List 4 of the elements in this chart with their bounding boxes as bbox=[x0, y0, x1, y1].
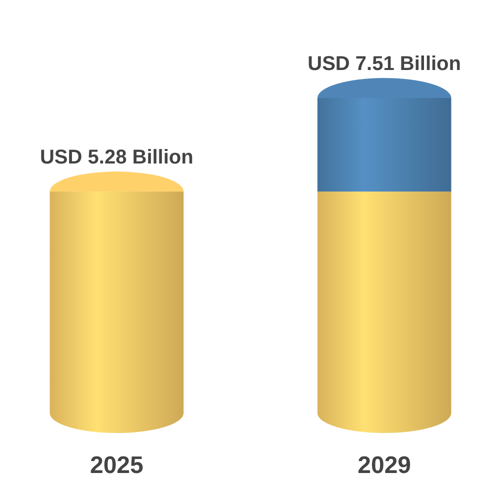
total-label: USD 5.28 Billion bbox=[40, 146, 194, 169]
total-label: USD 7.51 Billion bbox=[308, 53, 462, 75]
x-tick-label: 2025 bbox=[90, 452, 144, 479]
x-tick-label: 2029 bbox=[358, 452, 412, 479]
